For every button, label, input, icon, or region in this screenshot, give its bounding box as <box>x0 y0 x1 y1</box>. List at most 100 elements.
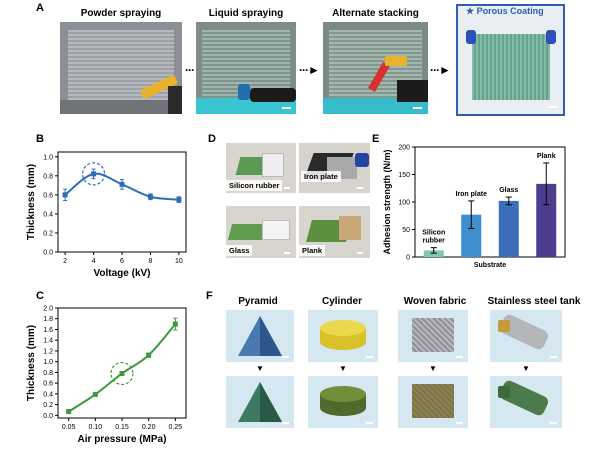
chart-thickness-vs-voltage: 2 4 6 8 10 0.0 0.2 0.4 0.6 0.8 1.0 Voltage (kV) Thic… <box>26 151 187 279</box>
data-point <box>119 181 125 187</box>
photo-woven-before <box>398 310 468 362</box>
porous-coating-title: ★ Porous Coating <box>466 6 544 17</box>
col-label-pyramid: Pyramid <box>238 296 278 307</box>
data-point <box>91 171 97 177</box>
data-point <box>147 194 153 200</box>
x-axis-label: Voltage (kV) <box>93 268 150 279</box>
x-axis-label: Substrate <box>474 262 506 269</box>
photo-woven-after <box>398 376 468 428</box>
y-tick-label: 0.6 <box>43 192 53 199</box>
photo-tank-after <box>490 376 562 428</box>
flow-arrow-2: ···► <box>299 63 320 77</box>
bar-label-0: rubber <box>423 238 445 245</box>
bar-label-0: Silicon <box>422 230 445 237</box>
photo-pyramid-before <box>226 310 294 362</box>
chart-adhesion-strength: 0 50 100 150 200 Adhesion strength (N/m) Subst… <box>382 145 566 269</box>
y-axis-label: Thickness (mm) <box>26 325 37 401</box>
data-point <box>92 391 98 397</box>
y-tick-label: 1.2 <box>43 348 53 355</box>
x-axis-label: Air pressure (MPa) <box>78 434 167 445</box>
y-tick-label: 1.4 <box>43 338 53 345</box>
step-label-liquid: Liquid spraying <box>208 8 284 19</box>
bar-1 <box>461 214 482 257</box>
y-tick-label: 0.0 <box>43 250 53 257</box>
x-tick-label: 8 <box>148 258 152 265</box>
y-axis-label: Thickness (mm) <box>26 164 37 240</box>
bar-2 <box>498 200 519 257</box>
tag-iron-plate: Iron plate <box>301 171 341 182</box>
col-label-tank: Stainless steel tank <box>487 296 581 307</box>
y-tick-label: 2.0 <box>43 306 53 313</box>
down-arrow-1: ▼ <box>256 364 264 373</box>
tag-plank: Plank <box>299 245 326 256</box>
flow-arrow-3: ···► <box>430 63 451 77</box>
y-tick-label: 0.2 <box>43 402 53 409</box>
y-axis-label: Adhesion strength (N/m) <box>382 149 392 254</box>
y-tick-label: 0.6 <box>43 381 53 388</box>
y-tick-label: 0.8 <box>43 370 53 377</box>
photo-silicon-rubber: Silicon rubber <box>226 143 296 193</box>
photo-pyramid-after <box>226 376 294 428</box>
y-tick-label: 0.4 <box>43 391 53 398</box>
bar-label-3: Plank <box>537 153 556 160</box>
step-label-powder: Powder spraying <box>80 8 162 19</box>
y-tick-label: 100 <box>398 200 410 207</box>
x-tick-label: 0.15 <box>115 424 129 431</box>
x-tick-label: 4 <box>92 258 96 265</box>
panel-label-f: F <box>206 290 213 302</box>
y-tick-label: 0.4 <box>43 211 53 218</box>
panel-label-e: E <box>372 133 380 145</box>
bar-0 <box>423 250 444 257</box>
y-tick-label: 0 <box>406 255 410 262</box>
y-tick-label: 200 <box>398 145 410 152</box>
photo-liquid-spraying <box>196 22 296 114</box>
data-point <box>176 197 182 203</box>
photo-glass: Glass <box>226 206 296 258</box>
bar-3 <box>536 183 557 257</box>
photo-iron-plate: Iron plate <box>299 143 370 193</box>
panel-label-a: A <box>36 2 44 14</box>
tag-silicon-rubber: Silicon rubber <box>226 180 283 191</box>
bar-label-2: Glass <box>499 187 518 194</box>
col-label-cylinder: Cylinder <box>321 296 362 307</box>
x-tick-label: 2 <box>63 258 67 265</box>
photo-cylinder-after <box>308 376 378 428</box>
plot-frame <box>57 151 187 253</box>
down-arrow-2: ▼ <box>339 364 347 373</box>
photo-powder-spraying <box>60 22 182 114</box>
x-tick-label: 0.20 <box>142 424 156 431</box>
data-point <box>119 370 125 376</box>
x-tick-label: 0.05 <box>62 424 76 431</box>
photo-plank: Plank <box>299 206 370 258</box>
data-point <box>172 321 178 327</box>
photo-tank-before <box>490 310 562 362</box>
y-tick-label: 0.2 <box>43 230 53 237</box>
y-tick-label: 0.0 <box>43 413 53 420</box>
y-tick-label: 1.0 <box>43 154 53 161</box>
data-point <box>62 192 68 198</box>
x-tick-label: 6 <box>120 258 124 265</box>
y-tick-label: 1.6 <box>43 327 53 334</box>
y-tick-label: 1.0 <box>43 359 53 366</box>
panel-label-c: C <box>36 290 44 302</box>
chart-thickness-vs-pressure: 0.05 0.10 0.15 0.20 0.25 0.0 0.2 0.4 0.6 0.8 1.0 1.… <box>26 306 187 445</box>
porous-coating-label: Porous Coating <box>476 6 544 16</box>
bar-label-1: Iron plate <box>455 191 487 198</box>
data-point <box>66 409 72 415</box>
col-label-woven: Woven fabric <box>403 296 467 307</box>
down-arrow-4: ▼ <box>522 364 530 373</box>
down-arrow-3: ▼ <box>429 364 437 373</box>
photo-porous-coating <box>456 4 565 116</box>
tag-glass: Glass <box>226 245 253 256</box>
x-tick-label: 10 <box>175 258 183 265</box>
x-tick-label: 0.25 <box>169 424 183 431</box>
data-point <box>146 352 152 358</box>
photo-alternate-stacking <box>323 22 428 114</box>
series-line <box>68 323 177 413</box>
y-tick-label: 50 <box>402 227 410 234</box>
panel-label-d: D <box>208 133 216 145</box>
y-tick-label: 1.8 <box>43 316 53 323</box>
panel-label-b: B <box>36 133 44 145</box>
y-tick-label: 150 <box>398 172 410 179</box>
star-icon: ★ <box>466 6 475 16</box>
